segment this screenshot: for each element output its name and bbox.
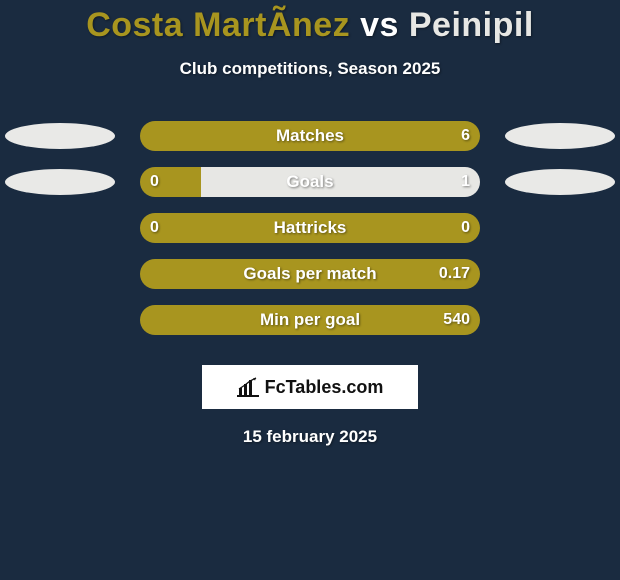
- player1-name: Costa MartÃ­nez: [86, 6, 350, 44]
- logo-text: FcTables.com: [265, 377, 384, 398]
- subtitle: Club competitions, Season 2025: [0, 59, 620, 79]
- player2-ellipse: [505, 169, 615, 195]
- stat-bar: Matches6: [140, 121, 480, 151]
- player2-name: Peinipil: [409, 6, 534, 44]
- comparison-title: Costa MartÃ­nez vs Peinipil: [0, 0, 620, 45]
- stat-bar: Hattricks00: [140, 213, 480, 243]
- bar-fill-right: [201, 167, 480, 197]
- stats-stage: Matches6 Goals01 Hattricks00 Goals per matc…: [0, 117, 620, 347]
- player1-ellipse: [5, 123, 115, 149]
- stat-row: Min per goal540: [0, 301, 620, 347]
- player1-ellipse: [5, 169, 115, 195]
- stat-row: Goals per match0.17: [0, 255, 620, 301]
- stat-row: Hattricks00: [0, 209, 620, 255]
- stat-bar: Goals per match0.17: [140, 259, 480, 289]
- stat-bar: Goals01: [140, 167, 480, 197]
- stat-row: Matches6: [0, 117, 620, 163]
- date: 15 february 2025: [0, 427, 620, 447]
- bar-fill-neutral: [140, 213, 480, 243]
- stat-row: Goals01: [0, 163, 620, 209]
- bar-fill-left: [140, 167, 201, 197]
- bar-fill-right: [140, 259, 480, 289]
- bar-chart-icon: [237, 377, 259, 397]
- stat-bar: Min per goal540: [140, 305, 480, 335]
- player2-ellipse: [505, 123, 615, 149]
- fctables-logo[interactable]: FcTables.com: [202, 365, 418, 409]
- vs-text: vs: [350, 6, 409, 44]
- bar-fill-right: [140, 121, 480, 151]
- bar-fill-right: [140, 305, 480, 335]
